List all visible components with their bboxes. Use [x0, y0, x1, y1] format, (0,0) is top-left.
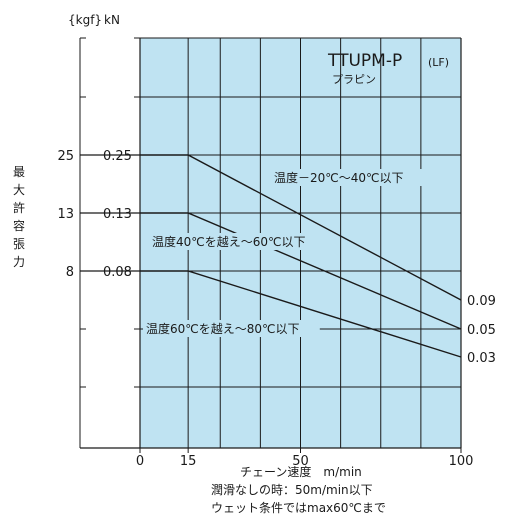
x-tick-label: 100: [449, 454, 474, 469]
y-tick-kn: 0.08: [103, 265, 132, 280]
unit-kgf: {kgf}: [68, 13, 102, 27]
y-tick-kgf: 8: [66, 265, 74, 280]
end-value-labels: 0.09 0.05 0.03: [467, 294, 496, 366]
series-lines: [80, 154, 462, 358]
series-label-3: 温度60℃を越え～80℃以下: [146, 321, 300, 336]
footnote-lubrication: 潤滑なしの時：50m/min以下: [211, 483, 373, 497]
chart-title: TTUPM-P: [327, 51, 402, 71]
y-tick-labels: 0.25 25 0.13 13 0.08 8: [57, 149, 132, 280]
chart-title-suffix: (LF): [428, 56, 449, 69]
y-tick-kn: 0.25: [103, 149, 132, 164]
y-axis-label-char: 大: [13, 183, 25, 197]
x-tick-label: 15: [180, 454, 197, 469]
y-axis-label-char: 最: [13, 165, 25, 179]
end-value-label-1: 0.09: [467, 294, 496, 309]
y-axis-label-char: 容: [13, 218, 25, 233]
series-label-bg: [149, 233, 326, 250]
y-tick-kgf: 25: [57, 149, 74, 164]
end-value-label-3: 0.03: [467, 351, 496, 366]
x-axis-label: チェーン速度 m/min: [240, 464, 362, 479]
series-line-1: [140, 154, 462, 301]
x-tick-label: 0: [136, 454, 144, 469]
axes: [79, 37, 462, 453]
series-label-bg: [143, 320, 320, 337]
chart-subtitle: プラピン: [332, 73, 376, 86]
y-tick-kgf: 13: [57, 207, 74, 222]
y-axis-label-char: 許: [13, 201, 25, 215]
series-label-2: 温度40℃を越え～60℃以下: [152, 234, 306, 249]
y-axis-label-char: 力: [13, 255, 25, 269]
x-tick-label: 50: [292, 454, 309, 469]
footnote-wet-condition: ウェット条件ではmax60℃まで: [211, 501, 386, 515]
y-axis-label-char: 張: [13, 237, 25, 251]
unit-kn: kN: [104, 13, 120, 27]
series-label-bg: [271, 169, 424, 186]
series-line-3: [140, 270, 462, 358]
x-tick-labels: 0 15 50 100: [136, 454, 474, 469]
y-tick-kn: 0.13: [103, 207, 132, 222]
series-line-2: [140, 212, 462, 330]
series-label-1: 温度－20℃～40℃以下: [274, 170, 404, 185]
end-value-label-2: 0.05: [467, 323, 496, 338]
